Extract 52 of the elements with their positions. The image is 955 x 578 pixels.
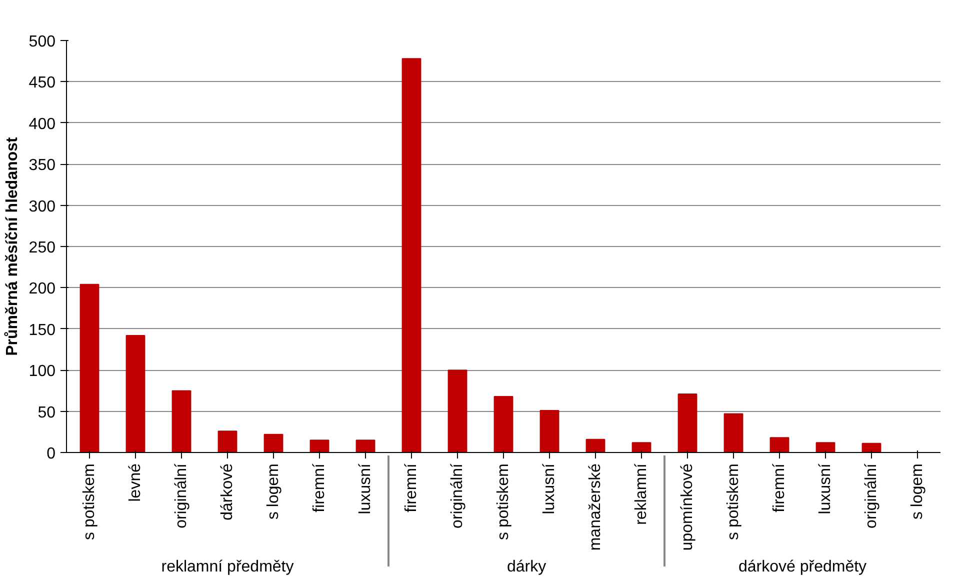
category-label: luxusní (357, 463, 374, 514)
y-tick-label: 100 (28, 363, 56, 380)
category-label: upomínkové (679, 463, 696, 551)
bar (816, 442, 836, 452)
bar (80, 284, 100, 452)
category-label: firemní (403, 463, 420, 512)
bar (724, 413, 744, 452)
y-tick-label: 250 (28, 240, 56, 256)
bar (310, 440, 330, 452)
category-label: originální (863, 463, 880, 528)
category-label: reklamní (633, 463, 650, 525)
y-tick-label: 450 (28, 74, 56, 92)
category-label: firemní (311, 463, 328, 512)
category-label: luxusní (541, 463, 558, 514)
bar (540, 410, 560, 452)
category-label: s logem (265, 463, 282, 520)
bar (126, 334, 146, 452)
y-tick-label: 50 (38, 404, 56, 422)
category-label: reklamní předměty (161, 558, 294, 576)
category-label: s potiskem (725, 464, 742, 540)
category-label: s logem (909, 463, 926, 520)
category-label: s potiskem (81, 464, 98, 540)
y-tick-label: 200 (28, 280, 56, 298)
bar (402, 58, 422, 452)
y-tick-label: 500 (28, 34, 56, 50)
y-axis-title: Průměrná měsíční hledanost (4, 136, 21, 356)
category-label: dárkové (219, 464, 236, 520)
category-label: manažerské (587, 463, 604, 551)
y-tick-label: 150 (28, 322, 56, 339)
category-label: dárkové předměty (738, 558, 867, 576)
bar (678, 393, 698, 452)
category-label: dárky (506, 558, 546, 576)
bar (448, 370, 468, 452)
y-tick-label: 300 (28, 198, 56, 216)
bar (586, 438, 606, 452)
bar (862, 442, 882, 452)
y-tick-label: 400 (28, 116, 56, 133)
bar (356, 440, 376, 452)
bar (264, 434, 284, 452)
category-label: originální (173, 463, 190, 528)
bar (218, 430, 238, 452)
category-label: firemní (771, 463, 788, 512)
y-tick-label: 350 (28, 157, 56, 174)
category-label: luxusní (817, 463, 834, 514)
y-tick-label: 0 (46, 446, 56, 462)
bar (770, 437, 790, 452)
category-label: s potiskem (495, 464, 512, 540)
bar (632, 442, 652, 452)
bar (172, 390, 192, 452)
category-label: originální (449, 463, 466, 528)
category-label: levné (127, 464, 144, 502)
bar (494, 396, 514, 452)
